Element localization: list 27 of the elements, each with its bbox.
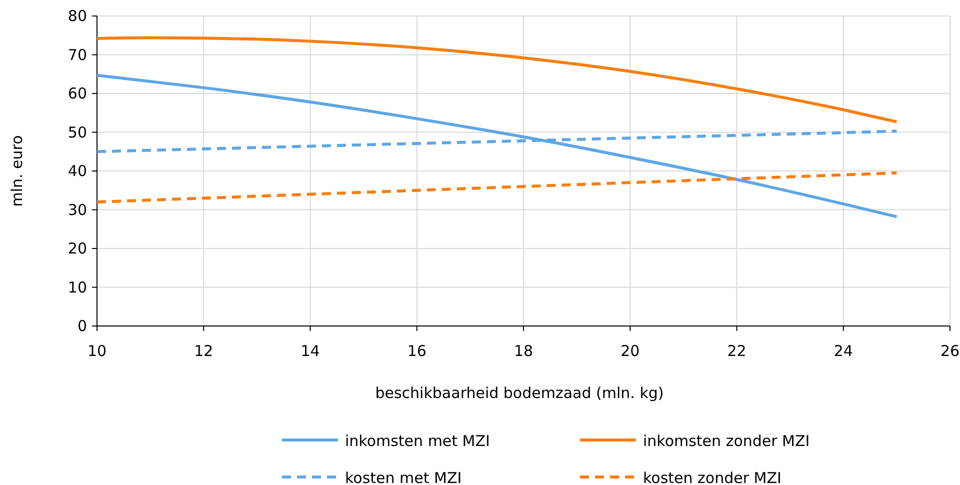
x-tick-label: 14 [300,342,320,360]
y-axis-title: mln. euro [8,135,26,207]
y-tick-label: 30 [68,200,87,219]
x-tick-label: 18 [514,342,534,360]
line-series [96,171,898,204]
x-tick-label: 12 [194,342,214,360]
line-series [96,36,898,124]
x-tick-label: 22 [727,342,746,360]
legend-label: inkomsten met MZI [345,432,490,450]
x-tick-label: 24 [834,342,853,360]
x-tick-label: 16 [407,342,426,360]
legend-label: inkomsten zonder MZI [643,432,810,450]
legend-label: kosten met MZI [345,469,462,485]
x-tick-label: 10 [87,342,107,360]
y-tick-label: 70 [68,46,87,64]
y-tick-label: 60 [68,84,87,102]
y-tick-label: 20 [68,240,87,258]
x-axis-title: beschikbaarheid bodemzaad (mln. kg) [375,384,664,402]
y-tick-label: 50 [68,123,87,142]
y-tick-label: 10 [68,278,87,296]
x-tick-label: 26 [940,342,960,360]
y-tick-label: 40 [68,162,87,180]
y-tick-label: 0 [77,317,87,335]
y-tick-label: 80 [68,7,87,25]
line-series [96,74,898,218]
x-tick-label: 20 [620,342,640,360]
legend-label: kosten zonder MZI [643,469,782,485]
